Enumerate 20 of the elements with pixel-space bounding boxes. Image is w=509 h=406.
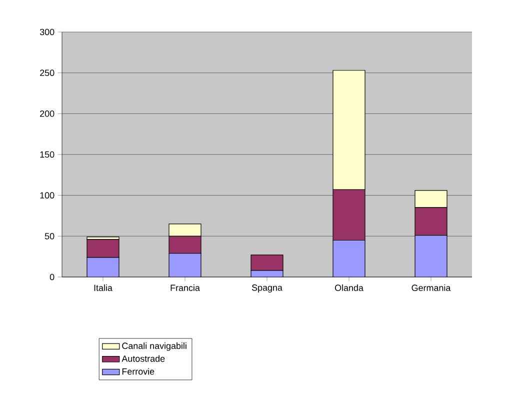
y-tick-label: 50 <box>44 232 54 240</box>
y-tick-label: 300 <box>40 28 54 36</box>
legend-label: Autostrade <box>122 355 165 362</box>
bar <box>333 240 366 277</box>
x-tick-label: Italia <box>94 284 112 292</box>
legend-label: Ferrovie <box>122 368 154 375</box>
bar <box>250 254 284 271</box>
bar <box>414 235 448 277</box>
y-tick-label: 150 <box>40 151 54 158</box>
x-tick-label: Olanda <box>334 284 364 292</box>
bar <box>87 257 119 277</box>
y-tick-label: 200 <box>40 110 54 117</box>
y-tick-label: 250 <box>40 70 54 76</box>
x-tick-label: Francia <box>170 284 200 292</box>
y-tick-label: 100 <box>40 192 54 199</box>
y-tick-label: 0 <box>50 274 54 280</box>
x-tick-label: Spagna <box>252 284 282 293</box>
bar <box>169 253 201 277</box>
legend-label: Canali navigabili <box>122 342 186 351</box>
x-tick-label: Germania <box>412 284 451 292</box>
